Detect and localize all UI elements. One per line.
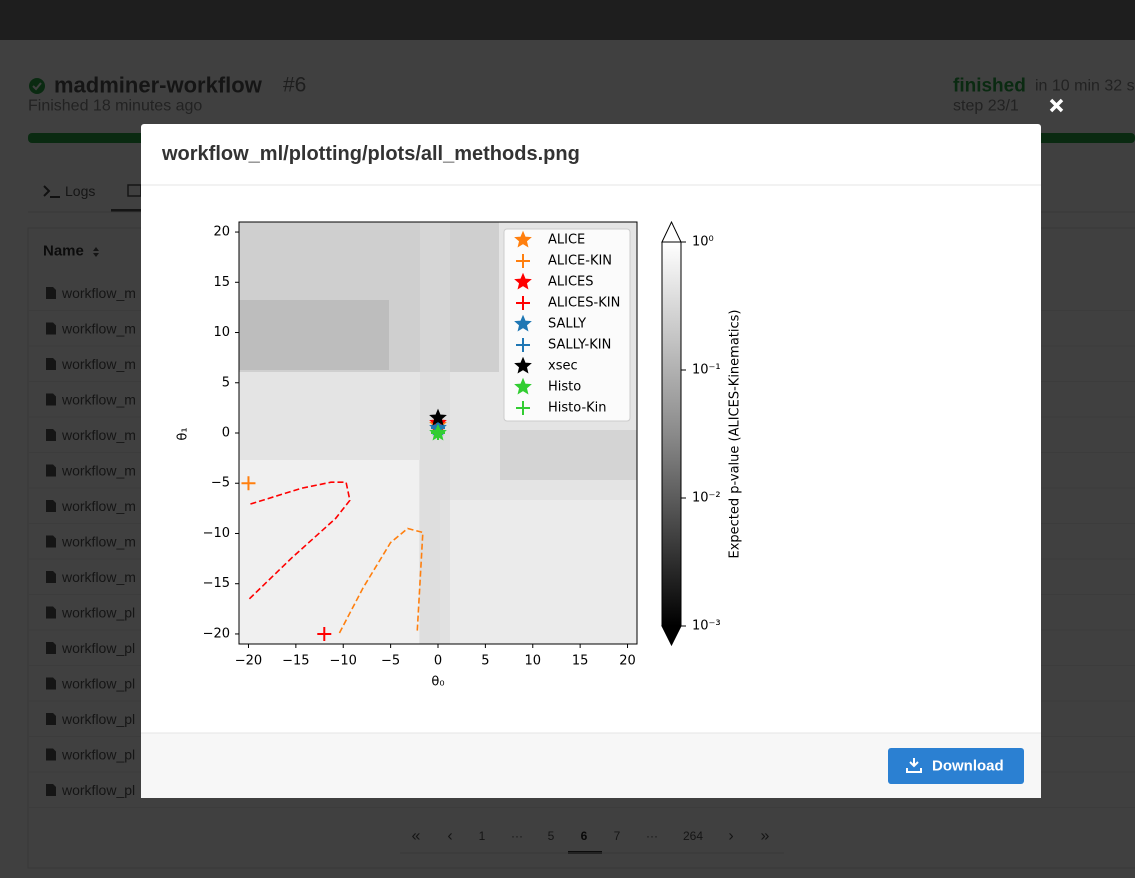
legend-marker xyxy=(514,377,532,395)
legend-marker xyxy=(514,314,532,332)
x-axis-label: θ₀ xyxy=(431,675,444,690)
y-tick-label: −5 xyxy=(211,476,230,491)
legend-marker xyxy=(516,296,530,310)
x-tick-label: −20 xyxy=(235,654,262,669)
legend-marker xyxy=(514,230,532,248)
x-tick-label: 10 xyxy=(524,654,541,669)
modal-title: workflow_ml/plotting/plots/all_methods.p… xyxy=(161,143,580,165)
y-tick-label: 5 xyxy=(222,375,230,390)
legend-marker xyxy=(514,272,532,290)
legend-label: Histo-Kin xyxy=(548,401,607,416)
point xyxy=(429,408,447,426)
x-tick-label: 5 xyxy=(481,654,489,669)
y-axis-label: θ₁ xyxy=(176,427,191,440)
legend-label: xsec xyxy=(548,359,578,374)
legend-label: SALLY xyxy=(548,317,586,332)
legend-label: ALICES-KIN xyxy=(548,296,620,311)
download-label[interactable]: Download xyxy=(932,758,1004,775)
y-tick-label: −15 xyxy=(203,576,230,591)
legend-marker xyxy=(516,401,530,415)
heatmap-patch xyxy=(500,430,637,480)
legend-label: ALICES xyxy=(548,275,594,290)
x-tick-label: 0 xyxy=(434,654,442,669)
point xyxy=(317,626,332,641)
colorbar-extend xyxy=(661,625,682,647)
legend-label: Histo xyxy=(548,380,581,395)
x-tick-label: −15 xyxy=(282,654,309,669)
legend-label: ALICE xyxy=(548,233,585,248)
x-tick-label: −10 xyxy=(330,654,357,669)
legend xyxy=(503,228,631,422)
heatmap-patch xyxy=(239,300,389,370)
colorbar-tick-label: 10⁻² xyxy=(692,491,721,506)
y-tick-label: 0 xyxy=(222,426,230,441)
download-button[interactable] xyxy=(888,748,1024,784)
legend-marker xyxy=(516,254,530,268)
y-tick-label: 15 xyxy=(213,275,230,290)
heatmap xyxy=(239,222,637,644)
colorbar-tick-label: 10⁰ xyxy=(692,235,714,250)
plot: θ₀ θ₁ Expected p-value (ALICES-Kinematic… xyxy=(176,220,743,690)
point xyxy=(241,476,256,491)
download-icon xyxy=(906,758,922,773)
y-tick-label: 20 xyxy=(213,225,230,240)
colorbar xyxy=(661,241,682,627)
point xyxy=(431,426,445,440)
legend-label: SALLY-KIN xyxy=(548,338,611,353)
x-tick-label: 15 xyxy=(572,654,589,669)
colorbar-label: Expected p-value (ALICES-Kinematics) xyxy=(728,310,743,559)
contour xyxy=(338,527,424,634)
x-tick-label: 20 xyxy=(619,654,636,669)
colorbar-tick-label: 10⁻¹ xyxy=(692,363,721,378)
colorbar-tick-label: 10⁻³ xyxy=(692,619,721,634)
x-tick-label: −5 xyxy=(381,654,400,669)
legend-marker xyxy=(514,356,532,374)
legend-label: ALICE-KIN xyxy=(548,254,612,269)
y-tick-label: −10 xyxy=(203,526,230,541)
close-button[interactable] xyxy=(1049,98,1064,113)
heatmap-patch xyxy=(440,500,637,644)
contour xyxy=(248,481,351,600)
legend-marker xyxy=(516,338,530,352)
y-tick-label: 10 xyxy=(213,325,230,340)
heatmap-patch xyxy=(239,460,419,644)
y-tick-label: −20 xyxy=(203,626,230,641)
